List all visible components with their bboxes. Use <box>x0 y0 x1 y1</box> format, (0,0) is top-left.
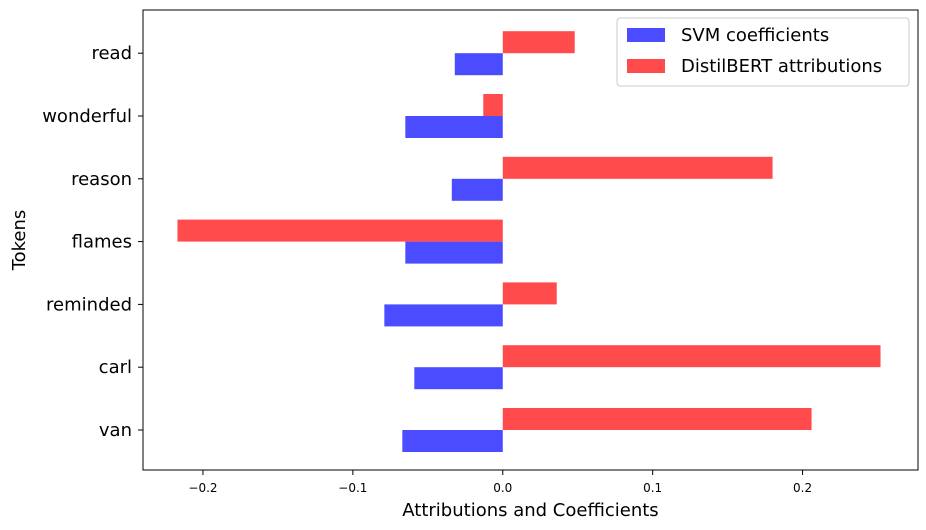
y-axis-title: Tokens <box>9 210 30 272</box>
svm-bar-read <box>454 53 503 76</box>
x-tick-label: 0.0 <box>493 481 512 495</box>
x-axis-ticks: −0.2 −0.1 0.0 0.1 0.2 <box>188 470 812 495</box>
bars-layer <box>177 31 881 452</box>
y-tick-label-van: van <box>99 420 132 441</box>
distilbert-bar-reminded <box>502 282 557 305</box>
x-tick-label: 0.2 <box>793 481 812 495</box>
legend-swatch-distilbert <box>627 59 665 73</box>
legend-label-distilbert: DistilBERT attributions <box>681 56 882 77</box>
legend-frame <box>616 17 910 87</box>
svm-bar-wonderful <box>405 116 503 138</box>
svm-bar-van <box>402 430 503 452</box>
y-tick-label-reminded: reminded <box>46 294 132 315</box>
svm-bar-reason <box>451 178 503 201</box>
y-tick-label-reason: reason <box>71 169 132 190</box>
y-tick-label-carl: carl <box>99 357 132 378</box>
x-tick-label: −0.2 <box>188 481 217 495</box>
svm-bar-carl <box>414 367 503 390</box>
x-tick-label: 0.1 <box>643 481 662 495</box>
svm-bar-flames <box>405 241 503 264</box>
plot-frame <box>142 9 919 471</box>
distilbert-bar-read <box>502 31 575 54</box>
distilbert-bar-flames <box>177 219 503 242</box>
y-tick-label-read: read <box>91 43 132 64</box>
y-tick-label-flames: flames <box>72 232 132 253</box>
x-axis-title: Attributions and Coefficients <box>402 500 658 521</box>
distilbert-bar-reason <box>502 156 773 179</box>
svm-bar-reminded <box>384 304 503 327</box>
legend: SVM coefficients DistilBERT attributions <box>616 17 910 87</box>
legend-swatch-svm <box>627 28 665 42</box>
y-axis-ticks: van carl reminded flames reason wonderful read <box>42 43 143 441</box>
legend-label-svm: SVM coefficients <box>681 25 829 46</box>
distilbert-bar-carl <box>502 345 881 368</box>
y-tick-label-wonderful: wonderful <box>42 106 132 127</box>
x-tick-label: −0.1 <box>338 481 367 495</box>
distilbert-bar-van <box>502 408 812 430</box>
distilbert-bar-wonderful <box>483 94 503 116</box>
